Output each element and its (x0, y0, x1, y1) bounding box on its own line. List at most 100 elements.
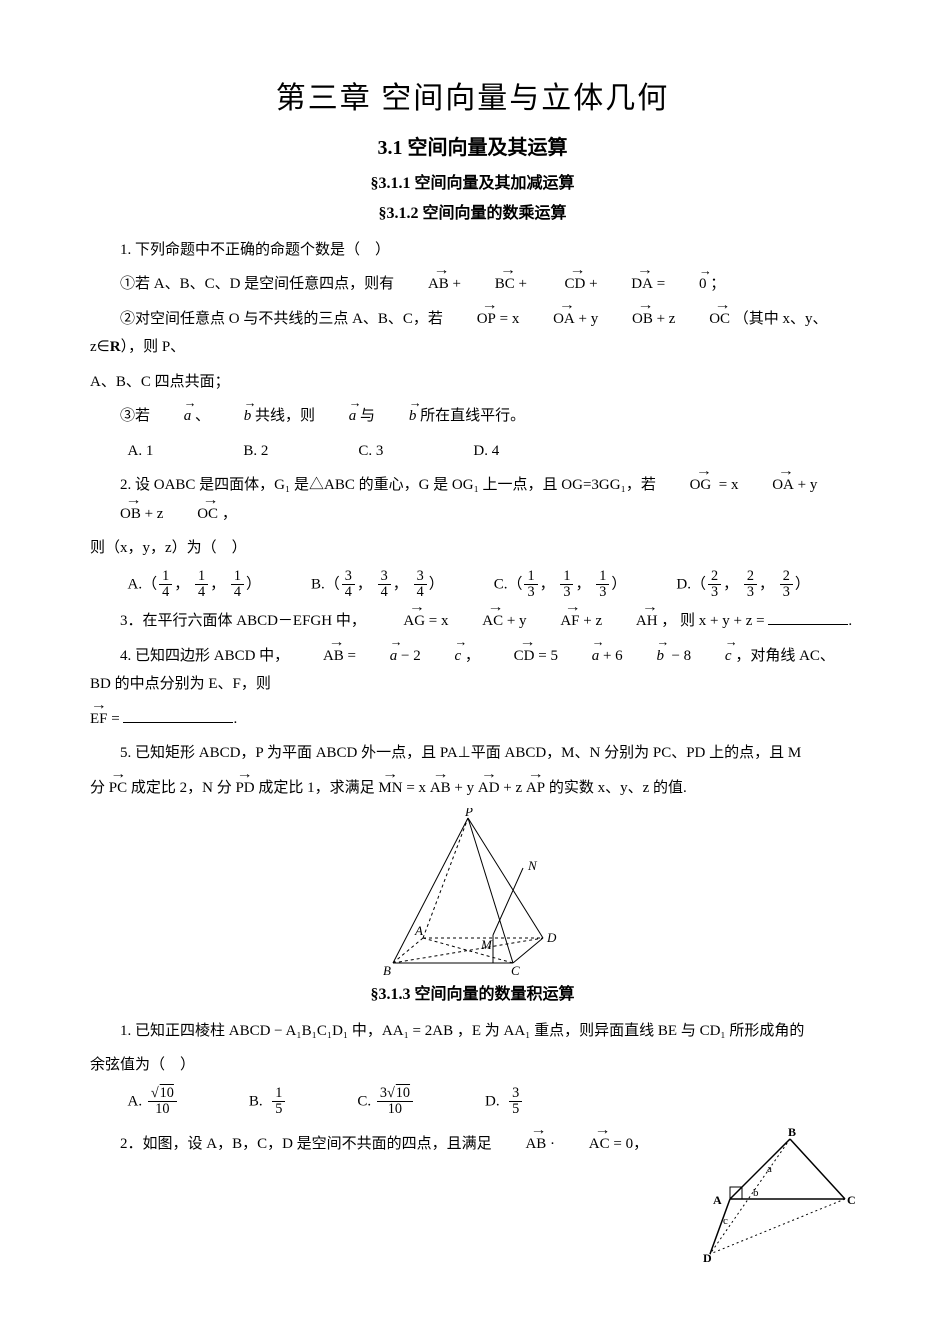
lbl-A: A (414, 923, 423, 938)
end: ） (795, 576, 810, 592)
vec-a2: a (319, 402, 357, 431)
d: 3 (708, 585, 721, 601)
n: 3√10 (377, 1086, 413, 1103)
lbl-C: C (511, 963, 520, 978)
vec-CD2: CD (484, 642, 535, 671)
q3: 3．在平行六面体 ABCD－EFGH 中， AG = x AC + y AF +… (90, 607, 855, 636)
vec-OC: OC (679, 305, 730, 334)
lbl-B2: B (788, 1125, 796, 1139)
s2q1-optA: A. √1010 (128, 1086, 179, 1118)
q1-item3: ③若 a 、 b 共线，则 a 与 b 所在直线平行。 (90, 402, 855, 431)
d: 3 (744, 585, 757, 601)
n: 2 (780, 569, 793, 586)
n: 1 (560, 569, 573, 586)
blank (123, 707, 233, 723)
sep: ， (174, 576, 189, 592)
pyramid-svg: P N A M D B C (363, 808, 583, 978)
q1-optB: B. 2 (243, 437, 268, 466)
set-R: R (110, 339, 121, 355)
vec-AC2: AC (559, 1130, 610, 1159)
mid: 成定比 1，求满足 (258, 780, 378, 796)
vec-OA: OA (523, 305, 575, 334)
q3-mid: ， 则 x + y + z = (661, 613, 768, 629)
vec-OB: OB (602, 305, 653, 334)
blank (768, 609, 848, 625)
mid: 成定比 2，N 分 (131, 780, 236, 796)
s2q1-options: A. √1010 B. 15 C. 3√1010 D. 35 (90, 1086, 855, 1118)
n: 1 (272, 1086, 285, 1103)
subsection-a: §3.1.1 空间向量及其加减运算 (90, 169, 855, 199)
s2q2-row: 2．如图，设 A，B，C，D 是空间不共面的四点，且满足 AB · AC = 0… (90, 1124, 855, 1264)
s2q1-optD: D. 35 (485, 1086, 524, 1118)
vec-AP: AP (526, 774, 545, 803)
vec-OA2: OA (742, 471, 794, 500)
q2-optD: D.（23， 23， 23） (676, 569, 810, 601)
lbl: C.（ (494, 576, 523, 592)
txt: 共线，则 (255, 408, 319, 424)
vec-OP: OP (447, 305, 496, 334)
vec-b: b (214, 402, 252, 431)
figure-pyramid: P N A M D B C (90, 808, 855, 978)
q2-line1: 2. 设 OABC 是四面体，G₁ 是△ABC 的重心，G 是 OG₁ 上一点，… (90, 471, 855, 528)
d: 4 (159, 585, 172, 601)
q2-line2: 则（x，y，z）为（ ） (90, 534, 855, 563)
tetra-svg: B A C D a b c (675, 1124, 855, 1264)
q5-line2: 分 PC 成定比 2，N 分 PD 成定比 1，求满足 MN = x AB + … (90, 774, 855, 803)
lbl-B: B (383, 963, 391, 978)
lbl: A.（ (128, 576, 158, 592)
d: 5 (272, 1102, 285, 1118)
lbl: D.（ (676, 576, 706, 592)
lbl: B. (249, 1093, 263, 1109)
n: √10 (148, 1086, 177, 1103)
vec-c2: c (695, 642, 732, 671)
r: 10 (159, 1085, 174, 1101)
q1-item3-pre: ③若 (120, 408, 154, 424)
lbl-D2: D (703, 1251, 712, 1264)
vec-AB3: AB (430, 774, 451, 803)
n: 1 (524, 569, 537, 586)
r: 10 (395, 1085, 410, 1101)
q2-optA: A.（14， 14， 14） (128, 569, 262, 601)
n: 2 (708, 569, 721, 586)
n: 3 (378, 569, 391, 586)
n: 1 (231, 569, 244, 586)
q4-pre: 4. 已知四边形 ABCD 中， (120, 648, 289, 664)
s2q2-tail: = 0， (613, 1136, 648, 1152)
lbl: C. (357, 1093, 371, 1109)
n: 2 (744, 569, 757, 586)
d: 10 (148, 1102, 177, 1118)
lbl-b: b (753, 1187, 759, 1199)
lbl-N: N (527, 858, 538, 873)
lbl-A2: A (713, 1193, 722, 1207)
vec-OB2: OB (90, 500, 141, 529)
figure-tetra: B A C D a b c (675, 1124, 855, 1264)
q1-optC: C. 3 (358, 437, 383, 466)
lbl: B.（ (311, 576, 340, 592)
q1-item2-pre: ②对空间任意点 O 与不共线的三点 A、B、C，若 (120, 311, 447, 327)
q1-item2-line2: A、B、C 四点共面； (90, 368, 855, 397)
vec-a4: a (562, 642, 600, 671)
sep: ， (540, 576, 555, 592)
pre: 分 (90, 780, 109, 796)
s2q1-line1: 1. 已知正四棱柱 ABCD − A₁B₁C₁D₁ 中，AA₁ = 2AB ，E… (90, 1017, 855, 1046)
vec-b3: b (626, 642, 664, 671)
sep: ， (210, 576, 225, 592)
vec-AD: AD (478, 774, 500, 803)
n: 3 (509, 1086, 522, 1103)
vec-AB2: AB (293, 642, 344, 671)
sep: ， (723, 576, 738, 592)
n: 1 (159, 569, 172, 586)
lbl-P: P (464, 808, 473, 819)
lbl-c: c (723, 1215, 728, 1227)
sep: ， (393, 576, 408, 592)
d: 5 (509, 1102, 522, 1118)
lbl-D: D (546, 930, 557, 945)
q5-line1: 5. 已知矩形 ABCD，P 为平面 ABCD 外一点，且 PA⊥平面 ABCD… (90, 739, 855, 768)
vec-OC2: OC (167, 500, 218, 529)
end: ） (246, 576, 261, 592)
section-title: 3.1 空间向量及其运算 (90, 129, 855, 167)
subsection-c: §3.1.3 空间向量的数量积运算 (90, 980, 855, 1010)
lbl: A. (128, 1093, 143, 1109)
end: . (233, 711, 237, 727)
q1-item2-tail: ），则 P、 (121, 339, 186, 355)
